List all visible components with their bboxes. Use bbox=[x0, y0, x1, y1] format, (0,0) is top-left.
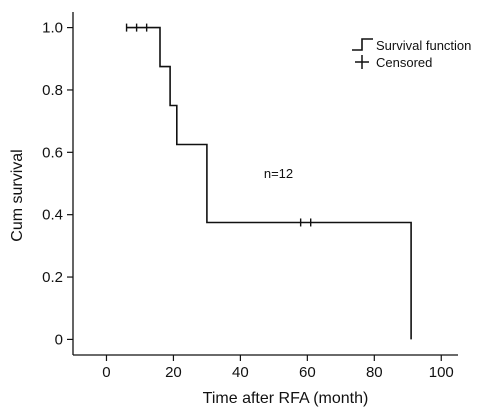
survival-step-line bbox=[126, 26, 412, 340]
x-axis-label: Time after RFA (month) bbox=[203, 390, 369, 407]
plot-frame bbox=[72, 12, 458, 356]
y-tick-label: 0.2 bbox=[42, 269, 63, 286]
series-layer bbox=[126, 26, 412, 340]
x-tick-label: 100 bbox=[429, 364, 454, 381]
legend-plus-icon bbox=[355, 55, 369, 69]
y-axis-label: Cum survival bbox=[9, 149, 26, 241]
legend-label-censored: Censored bbox=[376, 55, 432, 70]
y-tick-label: 0.6 bbox=[42, 144, 63, 161]
x-tick-label: 60 bbox=[299, 364, 316, 381]
x-tick-label: 20 bbox=[165, 364, 182, 381]
x-tick-label: 40 bbox=[232, 364, 249, 381]
x-tick-label: 0 bbox=[102, 364, 110, 381]
y-tick-label: 0.8 bbox=[42, 82, 63, 99]
legend-label-survival: Survival function bbox=[376, 38, 471, 53]
y-tick-label: 0 bbox=[55, 331, 63, 348]
x-tick-label: 80 bbox=[366, 364, 383, 381]
legend: Survival function Censored bbox=[352, 38, 471, 70]
y-tick-label: 1.0 bbox=[42, 20, 63, 37]
sample-size-annotation: n=12 bbox=[264, 166, 293, 181]
y-axis-ticks: 0 0.2 0.4 0.6 0.8 1.0 bbox=[42, 20, 73, 348]
censor-marks bbox=[125, 23, 312, 227]
legend-step-icon bbox=[352, 38, 373, 51]
y-tick-label: 0.4 bbox=[42, 207, 63, 224]
x-axis-ticks: 0 20 40 60 80 100 bbox=[102, 355, 454, 381]
